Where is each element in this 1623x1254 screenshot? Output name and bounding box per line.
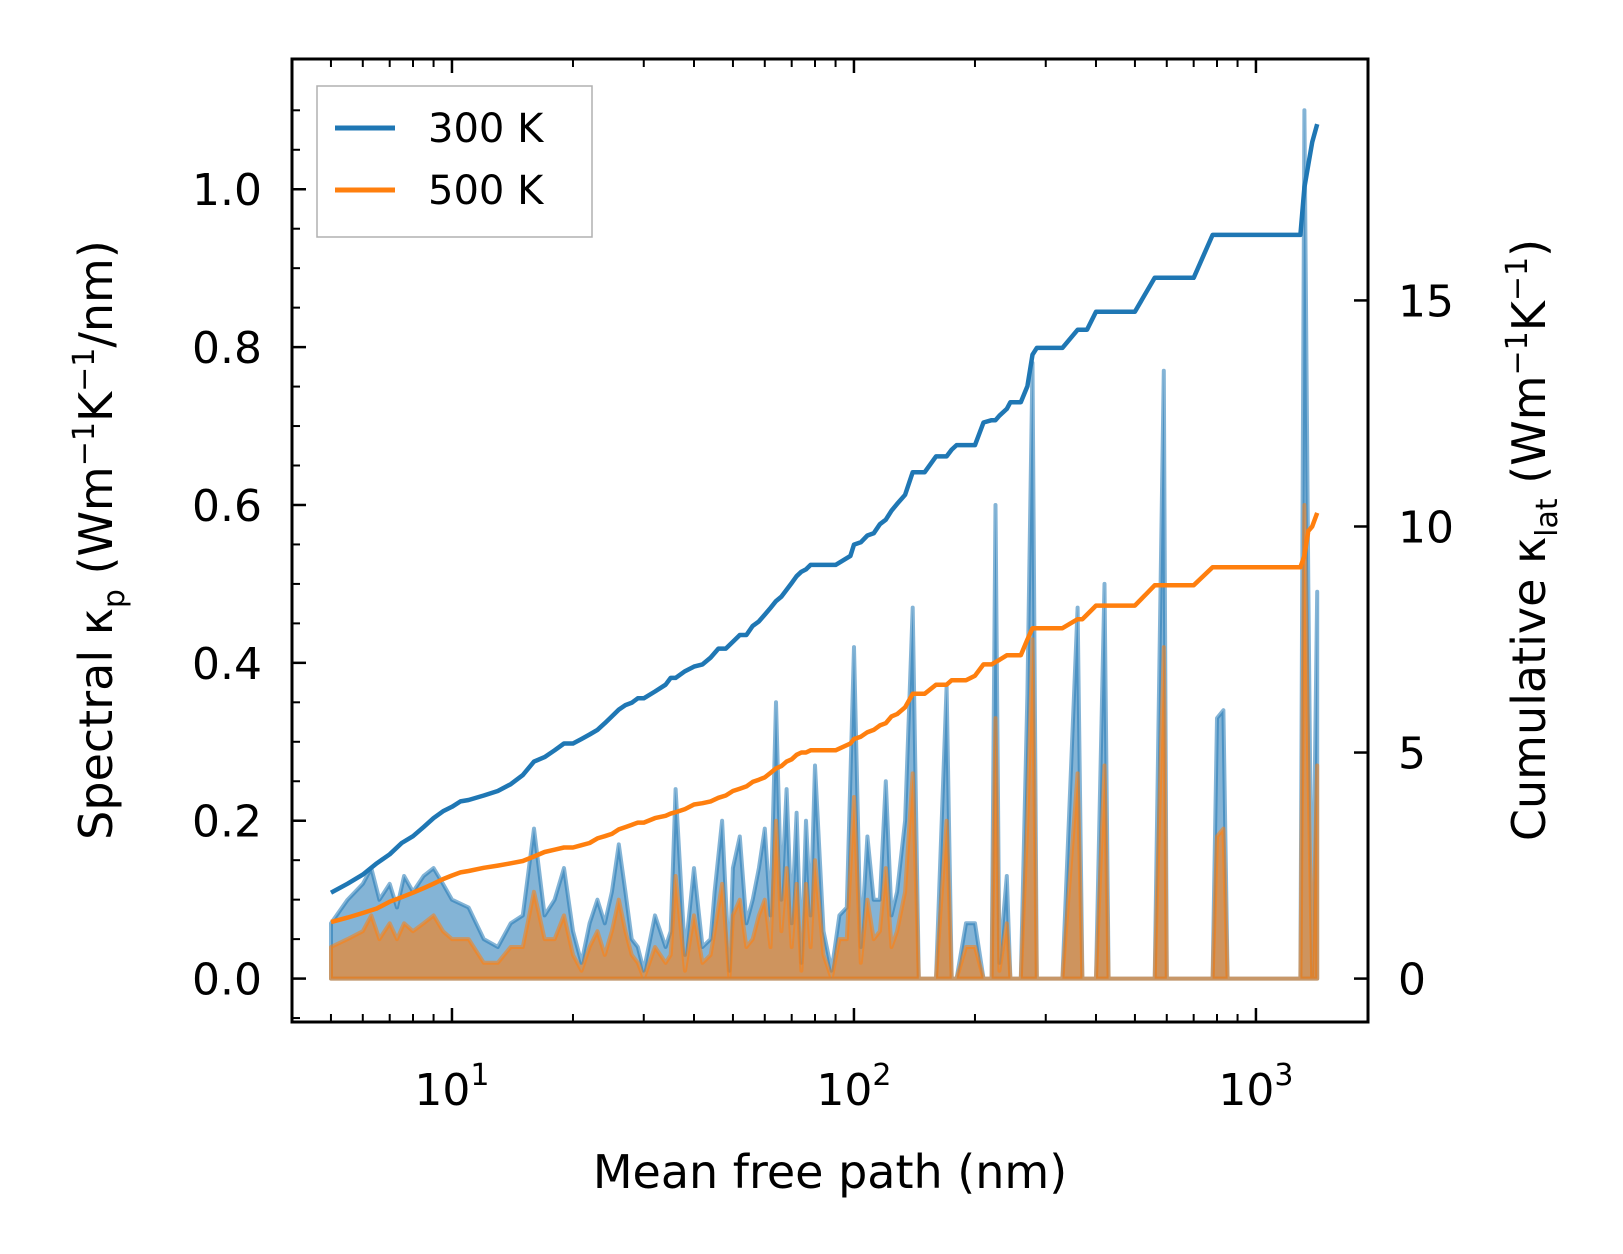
cumulative-line-300k [329,123,1320,895]
y-right-title-sup2: −1 [1500,257,1535,301]
x-tick-exponent: 1 [470,1058,489,1093]
y-right-title-mid2: K [1502,299,1556,331]
y-left-title-post: /nm) [69,240,123,347]
plot-area [329,108,1320,981]
y-left-tick-label: 0.8 [192,323,262,374]
legend-label-300k: 300 K [428,106,545,152]
y-left-title-mid: (Wm [69,466,123,589]
x-tick-base: 10 [414,1065,470,1116]
x-tick-label: 101 [414,1058,489,1116]
legend: 300 K 500 K [316,85,593,238]
x-tick-base: 10 [1218,1065,1274,1116]
y-right-tick-label: 0 [1398,955,1426,1006]
x-tick-exponent: 2 [872,1058,891,1093]
y-left-title-pre: Spectral κ [69,608,123,840]
x-tick-exponent: 3 [1274,1058,1293,1093]
y-left-tick-label: 0.0 [192,955,262,1006]
y-right-tick-label: 5 [1398,729,1426,780]
y-axis-right-title: Cumulative κlat (Wm−1K−1) [1500,239,1565,841]
x-axis-title: Mean free path (nm) [593,1145,1067,1199]
y-left-title-sup2: −1 [67,348,102,392]
y-right-title-sup1: −1 [1500,331,1535,375]
y-right-tick-label: 10 [1398,502,1454,553]
y-left-title-sup1: −1 [67,422,102,466]
plot-frame [290,57,1370,1024]
spectral-area-500k [329,503,1320,981]
y-right-title-post: ) [1502,239,1556,257]
y-left-tick-label: 0.2 [192,797,262,848]
y-left-tick-label: 0.6 [192,481,262,532]
y-right-title-sub: lat [1530,498,1565,537]
legend-label-500k: 500 K [428,168,545,214]
y-left-tick-label: 0.4 [192,639,262,690]
y-left-title-mid2: K [69,390,123,422]
legend-box [316,85,593,238]
x-tick-base: 10 [816,1065,872,1116]
spectral-series-group [329,108,1320,981]
y-axis-left-title: Spectral κp (Wm−1K−1/nm) [67,240,132,840]
x-tick-label: 102 [816,1058,891,1116]
cumulative-series-group [329,123,1320,925]
y-right-tick-label: 15 [1398,276,1454,327]
y-left-tick-label: 1.0 [192,165,262,216]
y-right-title-mid: (Wm [1502,375,1556,498]
y-right-title-pre: Cumulative κ [1502,537,1556,841]
x-tick-label: 103 [1218,1058,1293,1116]
cumulative-line-500k [330,512,1320,925]
y-left-title-sub: p [97,589,132,608]
